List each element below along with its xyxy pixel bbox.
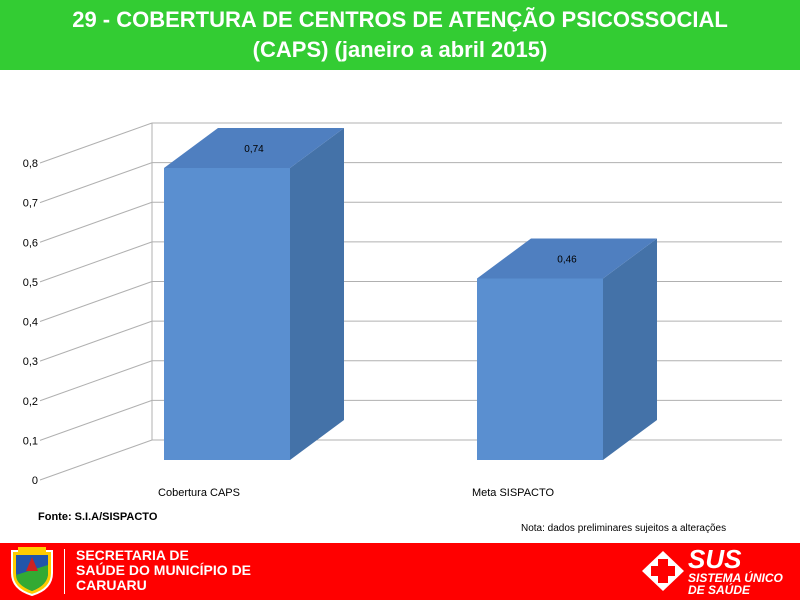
gridline-side: [39, 439, 153, 481]
secretaria-line2: SAÚDE DO MUNICÍPIO DE: [76, 562, 252, 578]
bar-chart: 0 0,1 0,2 0,3 0,4 0,5 0,6 0,7 0,8 0,74 Cobertura C…: [23, 122, 782, 499]
bar-1: [164, 168, 290, 460]
y-tick-label: 0,3: [23, 356, 38, 368]
data-label-1: 0,74: [244, 144, 264, 155]
y-tick-label: 0,2: [23, 396, 38, 408]
title-bar: 29 - COBERTURA DE CENTROS DE ATENÇÃO PSI…: [0, 0, 800, 70]
labels-layer: 0 0,1 0,2 0,3 0,4 0,5 0,6 0,7 0,8 0,74 Cobertura C…: [23, 144, 577, 499]
note-label: Nota: dados preliminares sujeitos a alte…: [521, 523, 727, 534]
gridline-side: [39, 162, 153, 204]
bars-layer: [164, 128, 657, 460]
y-tick-label: 0,4: [23, 317, 38, 329]
gridline-side: [39, 281, 153, 322]
sus-subtitle: SISTEMA ÚNICO DE SAÚDE: [688, 572, 783, 596]
gridline-side: [39, 201, 153, 243]
y-tick-label: 0,6: [23, 237, 38, 249]
secretaria-line1: SECRETARIA DE: [76, 547, 189, 563]
x-category-label-1: Cobertura CAPS: [158, 487, 240, 499]
footer-bar: SECRETARIA DE SAÚDE DO MUNICÍPIO DE CARU…: [0, 543, 800, 600]
bar-top-2: [477, 238, 657, 279]
caruaru-crest-icon: [11, 547, 53, 597]
chart-title-line2: (CAPS) (janeiro a abril 2015): [252, 37, 548, 62]
sus-cross-icon: [642, 551, 684, 591]
gridline-side: [39, 320, 153, 362]
sus-subtitle-line2: DE SAÚDE: [688, 583, 751, 597]
chart-title-line1: 29 - COBERTURA DE CENTROS DE ATENÇÃO PSI…: [72, 7, 728, 32]
sus-subtitle-line1: SISTEMA ÚNICO: [688, 571, 783, 585]
y-tick-label: 0: [32, 475, 38, 487]
y-tick-label: 0,1: [23, 435, 38, 447]
gridline-side: [39, 241, 153, 283]
bar-2: [477, 278, 603, 460]
secretaria-text: SECRETARIA DE SAÚDE DO MUNICÍPIO DE CARU…: [76, 548, 251, 593]
data-label-2: 0,46: [557, 254, 577, 265]
y-tick-label: 0,7: [23, 198, 38, 210]
x-category-label-2: Meta SISPACTO: [472, 487, 555, 499]
secretaria-line3: CARUARU: [76, 577, 147, 593]
gridline-side: [39, 399, 153, 441]
y-tick-label: 0,5: [23, 277, 38, 289]
source-label: Fonte: S.I.A/SISPACTO: [38, 511, 158, 523]
bar-top-1: [164, 128, 344, 168]
bar-side-1: [290, 128, 344, 460]
grid-layer: [39, 122, 782, 481]
footer-divider: [64, 549, 65, 594]
sus-logo-text: SUS: [688, 544, 742, 574]
y-tick-label: 0,8: [23, 158, 38, 170]
bar-side-2: [603, 238, 657, 460]
gridline-side: [39, 360, 153, 402]
gridline-side: [39, 122, 153, 164]
